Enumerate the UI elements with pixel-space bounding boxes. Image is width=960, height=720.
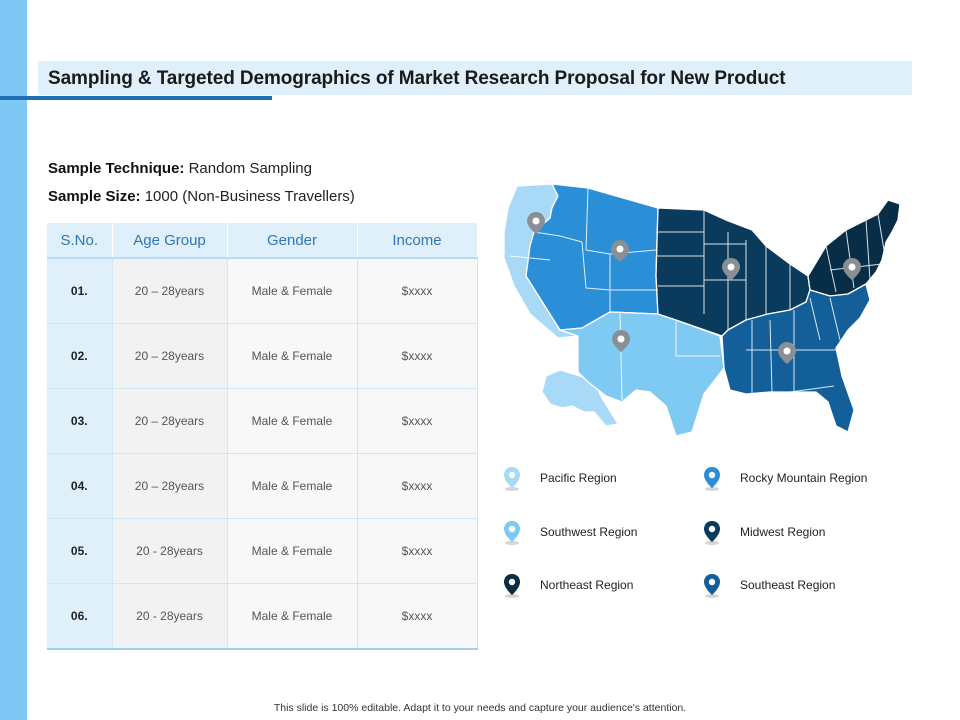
header-gender: Gender [227,223,358,259]
cell-sno: 02. [47,323,113,389]
map-pin-icon [704,574,720,598]
cell-sno: 03. [47,388,113,454]
sample-table: S.No. Age Group Gender Income 01. 20 – 2… [47,223,478,650]
cell-gender: Male & Female [227,583,358,650]
cell-income: $xxxx [357,258,478,324]
cell-gender: Male & Female [227,323,358,389]
title-underline [0,96,272,100]
us-map-svg [503,183,901,437]
slide-title: Sampling & Targeted Demographics of Mark… [48,68,786,89]
title-band [38,61,912,95]
cell-income: $xxxx [357,583,478,650]
cell-age-group: 20 – 28years [112,258,228,324]
table-header-row: S.No. Age Group Gender Income [47,223,478,259]
cell-age-group: 20 - 28years [112,583,228,650]
header-income: Income [357,223,478,259]
legend-label: Southeast Region [740,578,836,592]
map-pin-icon [704,521,720,545]
table-row: 05. 20 - 28years Male & Female $xxxx [47,518,478,584]
cell-gender: Male & Female [227,453,358,519]
table-row: 02. 20 – 28years Male & Female $xxxx [47,323,478,389]
cell-gender: Male & Female [227,258,358,324]
cell-income: $xxxx [357,518,478,584]
map-pin-icon [504,521,520,545]
map-marker-northeast [843,258,861,280]
legend-label: Northeast Region [540,578,634,592]
cell-income: $xxxx [357,453,478,519]
footer-note: This slide is 100% editable. Adapt it to… [273,702,687,714]
sample-size-value: 1000 (Non-Business Travellers) [144,188,355,205]
cell-sno: 04. [47,453,113,519]
map-southwest-region [559,311,725,437]
us-regions-map [490,180,910,442]
header-age-group: Age Group [112,223,228,259]
cell-gender: Male & Female [227,518,358,584]
map-marker-southeast [778,342,796,364]
map-southeast-region [721,283,871,433]
cell-sno: 06. [47,583,113,650]
cell-age-group: 20 – 28years [112,388,228,454]
cell-age-group: 20 – 28years [112,323,228,389]
sample-technique-label: Sample Technique: [48,160,185,177]
map-marker-midwest [722,258,740,280]
left-accent-strip [0,0,27,720]
table-row: 06. 20 - 28years Male & Female $xxxx [47,583,478,650]
cell-sno: 05. [47,518,113,584]
map-marker-pacific [527,212,545,234]
map-pin-icon [504,467,520,491]
sample-technique-value: Random Sampling [188,160,312,177]
table-row: 01. 20 – 28years Male & Female $xxxx [47,258,478,324]
map-marker-southwest [612,330,630,352]
header-sno: S.No. [47,223,113,259]
table-row: 03. 20 – 28years Male & Female $xxxx [47,388,478,454]
cell-age-group: 20 - 28years [112,518,228,584]
cell-age-group: 20 – 28years [112,453,228,519]
cell-income: $xxxx [357,323,478,389]
legend-label: Pacific Region [540,471,617,485]
map-marker-rocky-mountain [611,240,629,262]
cell-gender: Male & Female [227,388,358,454]
cell-income: $xxxx [357,388,478,454]
cell-sno: 01. [47,258,113,324]
sample-size-line: Sample Size: 1000 (Non-Business Travelle… [48,188,355,205]
sample-technique-line: Sample Technique: Random Sampling [48,160,312,177]
table-row: 04. 20 – 28years Male & Female $xxxx [47,453,478,519]
map-pin-icon [504,574,520,598]
map-pin-icon [704,467,720,491]
sample-size-label: Sample Size: [48,188,141,205]
map-northeast-region [807,199,901,297]
legend-label: Rocky Mountain Region [740,471,868,485]
legend-label: Midwest Region [740,525,826,539]
legend-label: Southwest Region [540,525,638,539]
